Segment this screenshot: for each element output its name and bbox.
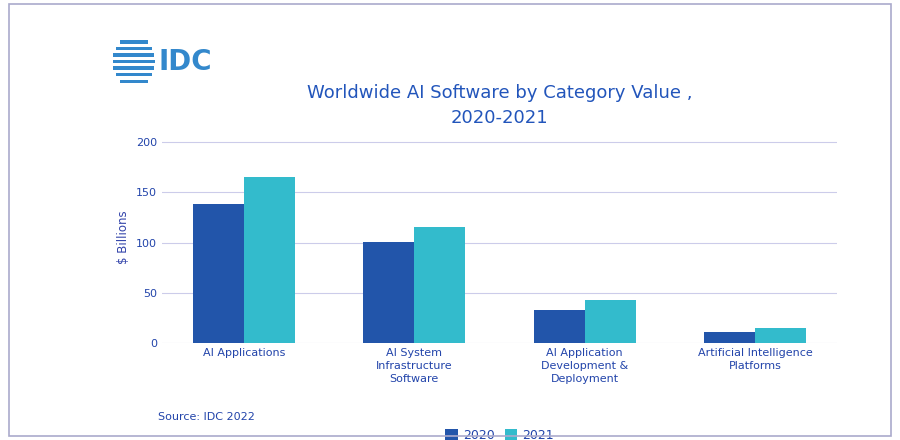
Text: IDC: IDC bbox=[158, 48, 211, 76]
Bar bbox=[244, 177, 295, 343]
Y-axis label: $ Billions: $ Billions bbox=[118, 211, 130, 264]
Bar bbox=[193, 205, 244, 343]
Bar bbox=[585, 300, 636, 343]
Text: Worldwide AI Software by Category Value ,
2020-2021: Worldwide AI Software by Category Value … bbox=[307, 84, 692, 127]
Bar bbox=[534, 310, 585, 343]
Bar bbox=[414, 227, 465, 343]
Bar bbox=[755, 328, 806, 343]
Legend: 2020, 2021: 2020, 2021 bbox=[440, 424, 559, 440]
Bar bbox=[363, 242, 414, 343]
Bar bbox=[704, 332, 755, 343]
Text: Source: IDC 2022: Source: IDC 2022 bbox=[158, 412, 255, 422]
